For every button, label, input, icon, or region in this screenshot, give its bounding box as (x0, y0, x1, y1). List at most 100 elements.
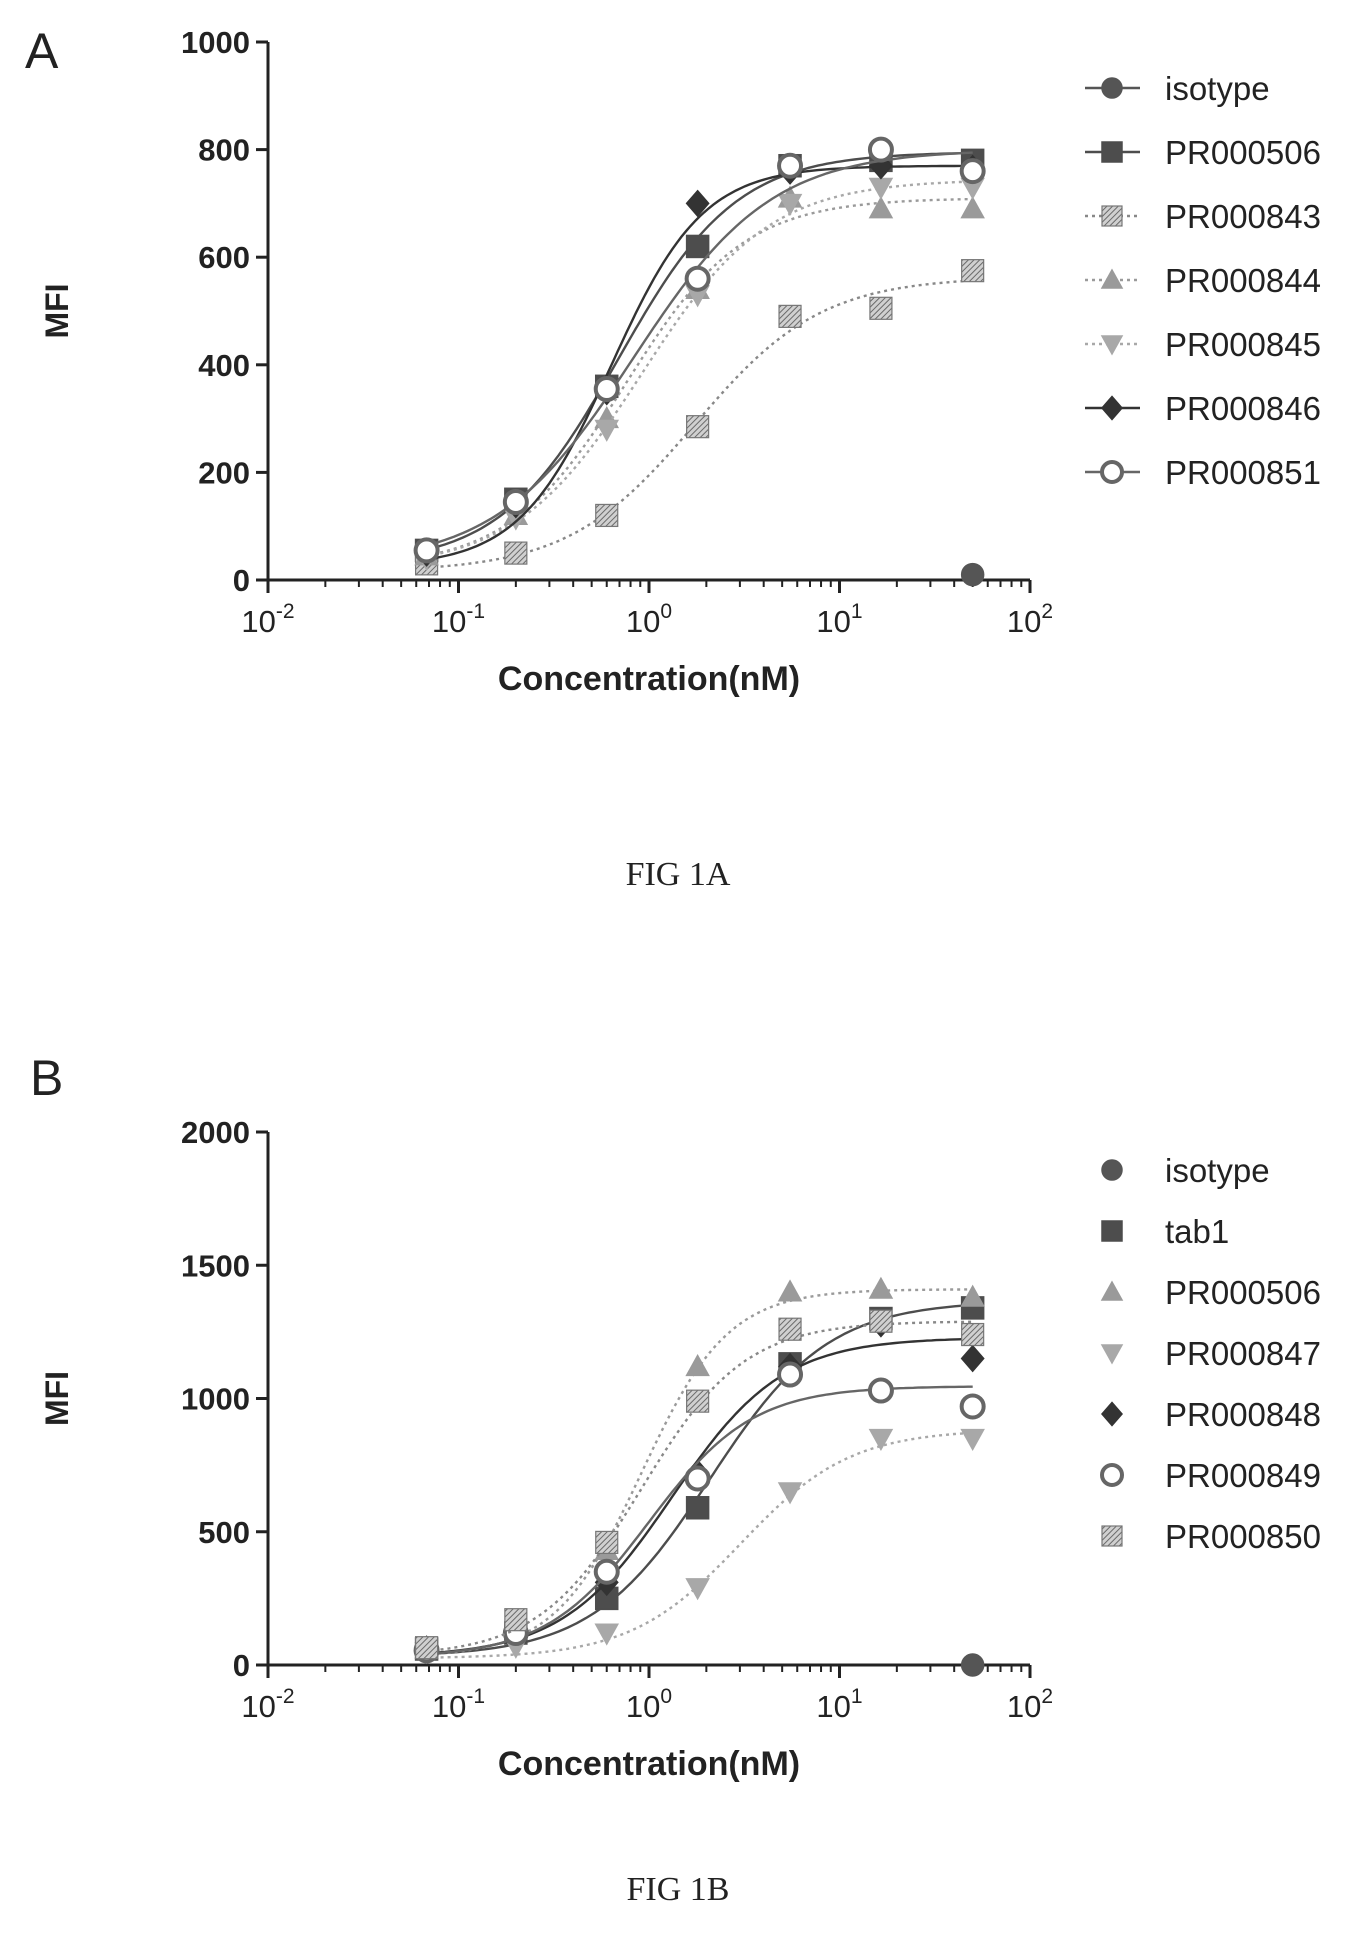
point-pr000847 (960, 1428, 985, 1452)
y-tick-label: 400 (198, 348, 250, 383)
y-tick-label: 800 (198, 133, 250, 168)
point-pr000850 (961, 1322, 985, 1347)
legend-marker (1101, 395, 1123, 421)
x-tick-label: 100 (626, 1685, 672, 1724)
y-tick-label: 0 (233, 563, 250, 598)
x-tick-label: 10-1 (432, 600, 485, 639)
y-tick-label: 500 (198, 1515, 250, 1550)
series-pr000851 (413, 136, 986, 564)
legend-marker (1100, 460, 1124, 484)
y-tick-label: 1000 (181, 1382, 250, 1417)
legend-item-isotype: isotype (1085, 70, 1270, 107)
point-pr000849 (684, 1465, 711, 1492)
series-isotype (960, 1653, 985, 1677)
legend-item-pr000846: PR000846 (1085, 390, 1321, 427)
point-pr000850 (595, 1530, 619, 1555)
legend-item-pr000848: PR000848 (1101, 1396, 1321, 1433)
legend-marker (1100, 1280, 1124, 1301)
series-isotype (960, 562, 985, 587)
point-pr000506 (685, 1353, 710, 1377)
point-pr000844 (960, 196, 985, 219)
point-pr000851 (959, 158, 986, 185)
point-pr000847 (868, 1428, 894, 1452)
legend-label: PR000846 (1165, 390, 1321, 427)
point-pr000843 (778, 304, 802, 328)
series-pr000850 (414, 1309, 985, 1660)
legend-marker (1101, 1401, 1123, 1427)
x-tick-label: 101 (816, 1685, 862, 1724)
point-pr000845 (777, 193, 803, 216)
point-pr000850 (504, 1608, 528, 1632)
panel-label: A (25, 23, 59, 79)
point-pr000506 (685, 234, 710, 259)
y-tick-label: 1000 (181, 25, 250, 60)
x-tick-label: 102 (1007, 1685, 1053, 1724)
point-pr000847 (594, 1623, 620, 1646)
legend-item-pr000843: PR000843 (1085, 198, 1321, 235)
panel-label: B (30, 1050, 63, 1106)
y-axis-label: MFI (39, 1371, 75, 1426)
legend-label: PR000843 (1165, 198, 1321, 235)
point-isotype (960, 562, 985, 587)
point-pr000844 (868, 196, 894, 219)
point-pr000843 (961, 259, 985, 283)
legend-marker (1101, 205, 1123, 227)
legend-label: PR000850 (1165, 1518, 1321, 1555)
legend-item-pr000845: PR000845 (1085, 326, 1321, 363)
y-tick-label: 0 (233, 1648, 250, 1683)
x-tick-label: 10-2 (241, 1685, 294, 1724)
legend-label: PR000847 (1165, 1335, 1321, 1372)
point-pr000849 (593, 1558, 620, 1585)
legend-label: PR000506 (1165, 1274, 1321, 1311)
legend-marker (1100, 1463, 1124, 1487)
point-pr000845 (868, 177, 894, 200)
point-pr000851 (777, 152, 804, 179)
legend-label: PR000844 (1165, 262, 1321, 299)
legend-item-pr000850: PR000850 (1101, 1518, 1321, 1555)
point-pr000506 (777, 1279, 803, 1302)
series-pr000846 (414, 151, 985, 567)
x-axis-label: Concentration(nM) (498, 660, 800, 698)
legend: isotype PR000506 PR000843 PR000844 PR000845 P… (1085, 70, 1321, 491)
point-pr000846 (685, 189, 710, 218)
point-pr000849 (777, 1361, 804, 1388)
point-pr000506 (868, 1276, 894, 1299)
point-pr000851 (413, 537, 440, 564)
point-pr000851 (867, 136, 894, 163)
point-pr000851 (593, 376, 620, 403)
legend-marker (1101, 141, 1123, 163)
point-pr000847 (685, 1578, 710, 1601)
point-pr000851 (502, 488, 529, 515)
x-tick-label: 101 (816, 600, 862, 639)
x-tick-label: 10-2 (241, 600, 294, 639)
legend-label: PR000848 (1165, 1396, 1321, 1433)
x-tick-label: 10-1 (432, 1685, 485, 1724)
legend-marker (1100, 335, 1124, 356)
y-axis-label: MFI (39, 283, 75, 338)
y-tick-label: 2000 (181, 1115, 250, 1150)
legend-label: PR000849 (1165, 1457, 1321, 1494)
legend-marker (1101, 1220, 1123, 1242)
point-pr000848 (960, 1344, 985, 1373)
legend-item-pr000847: PR000847 (1100, 1335, 1321, 1372)
legend-label: tab1 (1165, 1213, 1229, 1250)
legend-item-pr000506: PR000506 (1085, 134, 1321, 171)
y-tick-label: 1500 (181, 1248, 250, 1283)
point-pr000843 (869, 296, 893, 320)
legend-item-tab1: tab1 (1101, 1213, 1229, 1250)
x-axis-label: Concentration(nM) (498, 1745, 800, 1783)
point-pr000843 (686, 415, 710, 439)
legend-label: isotype (1165, 1152, 1270, 1189)
point-isotype (960, 1653, 985, 1677)
point-pr000849 (867, 1377, 894, 1404)
legend-marker (1100, 268, 1124, 289)
point-pr000849 (959, 1393, 986, 1420)
legend-item-isotype: isotype (1101, 1152, 1270, 1189)
legend: isotype tab1 PR000506 PR000847 PR000848 PR000… (1100, 1152, 1321, 1555)
point-pr000847 (777, 1482, 803, 1505)
panel-a: A 0 200 400 600 800 1000 10-2 10-1 100 101 102 Conce… (25, 23, 1321, 893)
legend-marker (1100, 1344, 1124, 1365)
legend-label: isotype (1165, 70, 1270, 107)
point-pr000851 (684, 265, 711, 292)
figure-caption: FIG 1B (627, 1871, 730, 1908)
